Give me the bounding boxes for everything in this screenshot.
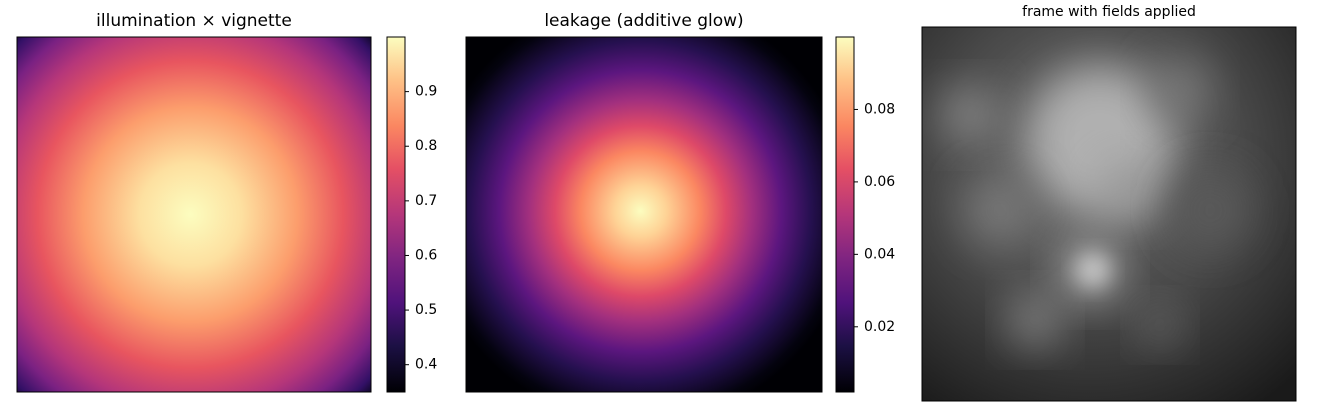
image-blob xyxy=(1150,60,1210,120)
colorbar-tick-label: 0.4 xyxy=(415,357,437,373)
image-blob xyxy=(1010,295,1060,345)
chart-title: frame with fields applied xyxy=(1022,4,1196,20)
colorbar-tick-label: 0.9 xyxy=(415,84,437,100)
image-blob xyxy=(1100,160,1160,220)
image xyxy=(922,27,1296,401)
colorbar-tick-label: 0.7 xyxy=(415,193,437,209)
heatmap-image xyxy=(465,36,823,393)
colorbar xyxy=(835,36,855,393)
colorbar-tick-label: 0.04 xyxy=(864,246,895,262)
colorbar-tick-label: 0.8 xyxy=(415,138,437,154)
chart-title: leakage (additive glow) xyxy=(544,11,743,31)
chart-title: illumination × vignette xyxy=(96,11,292,31)
colorbar-tick-label: 0.08 xyxy=(864,101,895,117)
image-blob xyxy=(1170,170,1250,250)
image-highlight xyxy=(1077,254,1109,286)
image-frame xyxy=(921,26,1297,402)
heatmap-image xyxy=(16,36,372,393)
image-blob xyxy=(965,175,1035,245)
colorbar-tick-label: 0.6 xyxy=(415,247,437,263)
colorbar xyxy=(386,36,406,393)
image-blob xyxy=(1140,305,1180,345)
colorbar-tick-label: 0.5 xyxy=(415,302,437,318)
image-blob xyxy=(942,87,998,143)
colorbar-tick-label: 0.06 xyxy=(864,174,895,190)
colorbar-tick-label: 0.02 xyxy=(864,319,895,335)
